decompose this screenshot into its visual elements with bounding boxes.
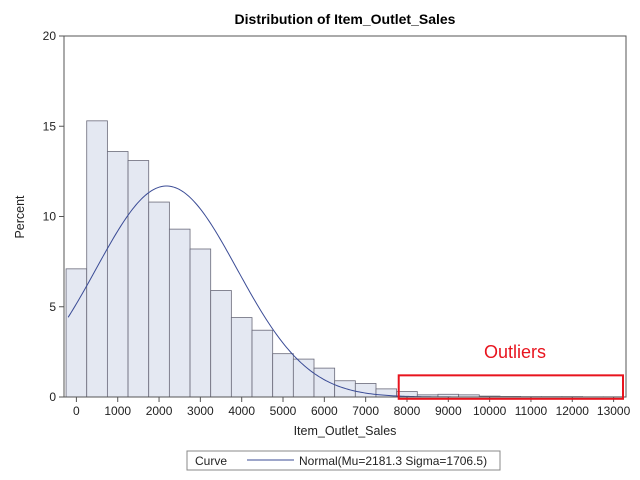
histogram-bar-14 bbox=[354, 383, 377, 398]
legend: Curve Normal(Mu=2181.3 Sigma=1706.5) bbox=[186, 450, 501, 471]
x-tick-label-10000: 10000 bbox=[473, 404, 507, 418]
x-tick-label-4000: 4000 bbox=[228, 404, 255, 418]
histogram-bar-5 bbox=[168, 228, 191, 398]
histogram-bar-6 bbox=[189, 248, 212, 398]
x-tick-label-0: 0 bbox=[73, 404, 80, 418]
legend-title: Curve bbox=[195, 454, 227, 468]
x-tick-label-13000: 13000 bbox=[597, 404, 631, 418]
x-tick-label-11000: 11000 bbox=[515, 404, 548, 418]
histogram-bar-0 bbox=[65, 268, 88, 398]
x-tick-label-12000: 12000 bbox=[556, 404, 590, 418]
outliers-highlight-box bbox=[397, 374, 624, 400]
y-tick-label-15: 15 bbox=[43, 119, 57, 133]
histogram-bar-7 bbox=[210, 290, 232, 398]
outliers-annotation: Outliers bbox=[484, 342, 546, 362]
x-tick-label-9000: 9000 bbox=[435, 404, 462, 418]
legend-entry-normal: Normal(Mu=2181.3 Sigma=1706.5) bbox=[299, 454, 487, 468]
y-tick-label-20: 20 bbox=[43, 29, 57, 43]
x-tick-label-7000: 7000 bbox=[352, 404, 379, 418]
histogram-bars bbox=[65, 120, 625, 398]
y-tick-label-10: 10 bbox=[43, 210, 57, 224]
y-tick-label-0: 0 bbox=[49, 390, 56, 404]
histogram-bar-8 bbox=[230, 317, 253, 398]
x-tick-label-8000: 8000 bbox=[394, 404, 421, 418]
chart-title: Distribution of Item_Outlet_Sales bbox=[235, 11, 456, 27]
legend-frame bbox=[186, 450, 501, 471]
histogram-bar-2 bbox=[106, 151, 129, 398]
x-tick-label-3000: 3000 bbox=[187, 404, 214, 418]
x-tick-label-6000: 6000 bbox=[311, 404, 338, 418]
x-tick-label-1000: 1000 bbox=[104, 404, 131, 418]
x-tick-label-2000: 2000 bbox=[146, 404, 173, 418]
histogram-bar-1 bbox=[86, 120, 108, 398]
histogram-bar-4 bbox=[148, 201, 170, 398]
x-tick-label-5000: 5000 bbox=[270, 404, 297, 418]
histogram-bar-12 bbox=[313, 367, 336, 398]
y-axis: 0 5 10 15 20 bbox=[43, 29, 64, 404]
histogram-bar-9 bbox=[251, 329, 274, 398]
histogram-bar-3 bbox=[127, 160, 150, 398]
y-axis-label: Percent bbox=[13, 195, 27, 239]
histogram-bar-10 bbox=[272, 353, 294, 398]
x-axis: 0 1000 2000 3000 4000 5000 6000 7000 8000 9000 100… bbox=[73, 397, 631, 418]
y-tick-label-5: 5 bbox=[49, 300, 56, 314]
x-axis-label: Item_Outlet_Sales bbox=[294, 424, 397, 438]
